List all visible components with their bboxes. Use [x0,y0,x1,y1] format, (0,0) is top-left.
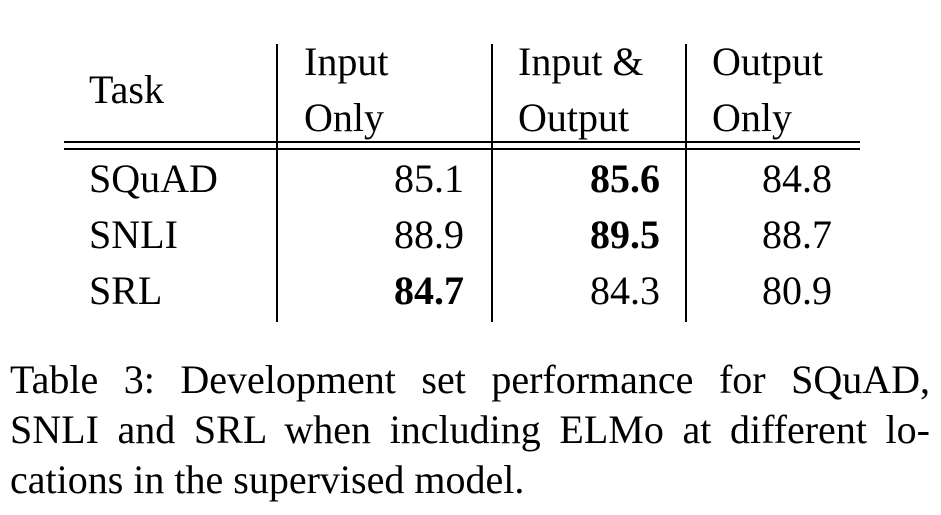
header-input-only-line2: Only [304,95,384,140]
row-snli-task: SNLI [89,212,178,257]
table-caption: Table 3: Development set performance for… [10,355,930,505]
row-squad-input-only: 85.1 [394,156,464,201]
header-input-output-line2: Output [518,95,630,140]
column-divider-3 [685,44,687,322]
header-task: Task [89,67,164,112]
header-rule-bottom [64,148,860,150]
column-divider-1 [276,44,278,322]
row-snli-input-output: 89.5 [590,212,660,257]
header-output-only-line1: Output [712,39,824,84]
row-squad-task: SQuAD [89,156,218,201]
header-rule-top [64,141,860,143]
row-srl-output-only: 80.9 [762,268,832,313]
caption-line-3: cations in the supervised model. [10,457,525,502]
header-output-only-line2: Only [712,95,792,140]
caption-line-2: SNLI and SRL when including ELMo at diff… [10,407,930,452]
results-table: Task Input Only Input & Output Output On… [64,39,860,322]
row-srl-input-only: 84.7 [394,268,464,313]
row-snli-output-only: 88.7 [762,212,832,257]
column-divider-2 [491,44,493,322]
row-snli-input-only: 88.9 [394,212,464,257]
header-input-output-line1: Input & [518,39,644,84]
caption-line-1: Table 3: Development set performance for… [10,357,930,402]
row-srl-input-output: 84.3 [590,268,660,313]
row-squad-output-only: 84.8 [762,156,832,201]
header-input-only-line1: Input [304,39,389,84]
row-srl-task: SRL [89,268,163,313]
row-squad-input-output: 85.6 [590,156,660,201]
